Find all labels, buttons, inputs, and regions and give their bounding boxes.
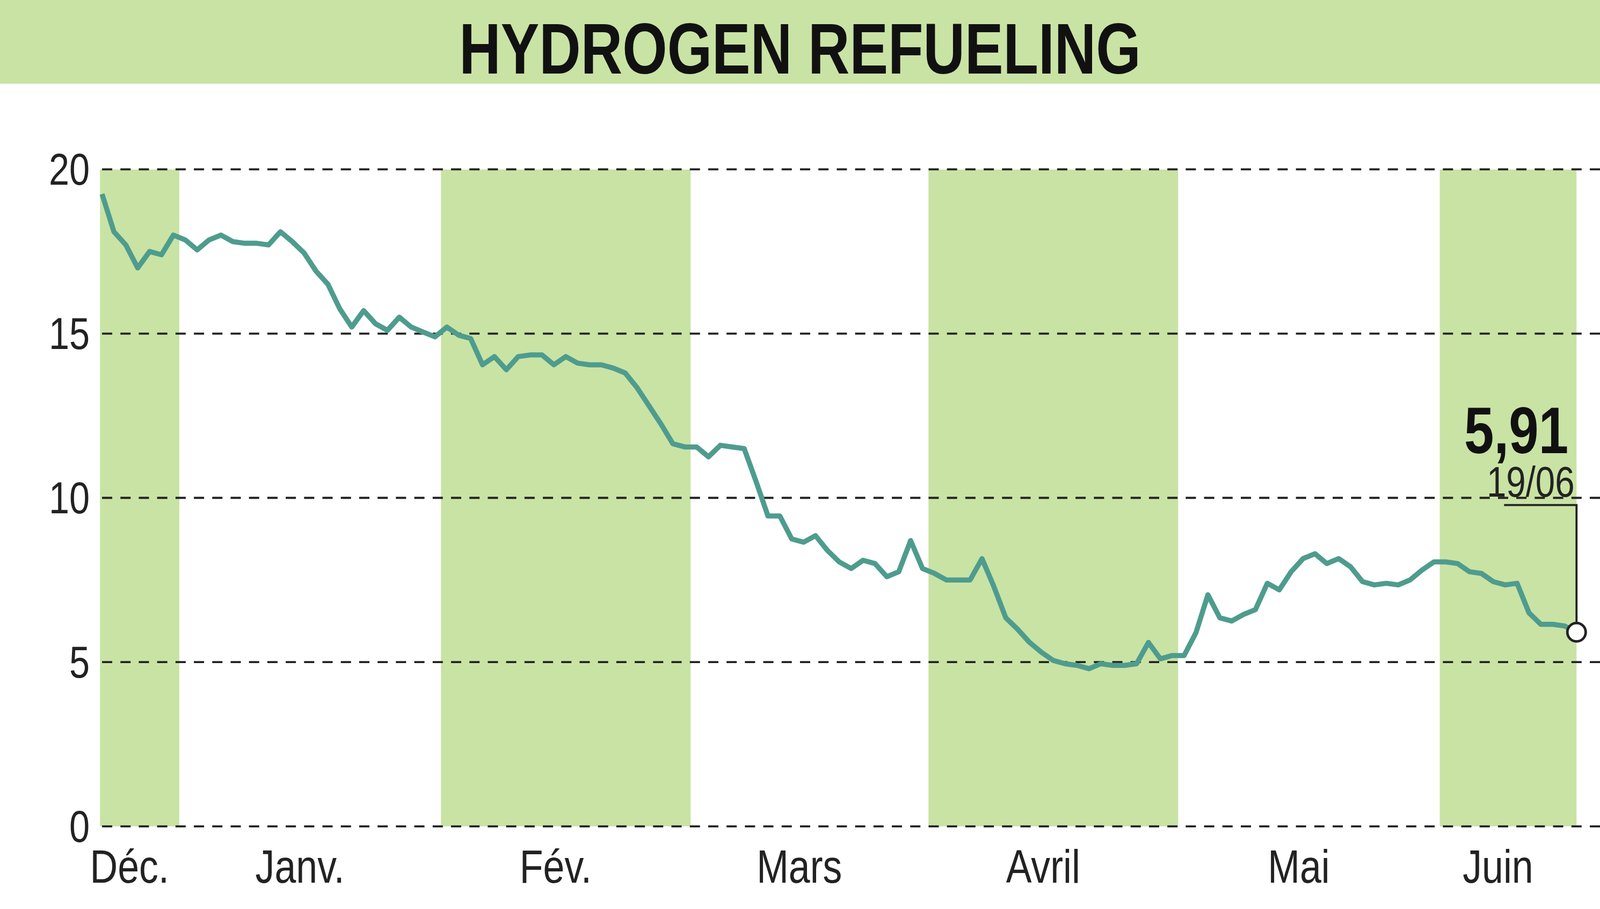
x-tick-label: Déc. xyxy=(89,840,169,893)
x-tick-label: Fév. xyxy=(519,840,592,893)
x-tick-label: Mai xyxy=(1267,840,1330,893)
grid-line xyxy=(102,660,1600,664)
chart: HYDROGEN REFUELING 0 5 10 15 20 Déc. Janv. Fév. M… xyxy=(0,0,1600,909)
x-tick-label: Mars xyxy=(756,840,842,893)
grid-line xyxy=(102,825,1600,828)
series xyxy=(102,193,1577,669)
y-tick-label: 10 xyxy=(48,472,90,523)
price-line xyxy=(102,193,1577,669)
x-tick-label: Avril xyxy=(1006,840,1081,893)
annotation-date: 19/06 xyxy=(1486,457,1575,506)
annotation-leader xyxy=(1503,505,1577,624)
grid-line xyxy=(102,496,1600,499)
y-tick-label: 0 xyxy=(69,801,90,852)
x-tick-label: Juin xyxy=(1462,840,1533,893)
grid-line xyxy=(102,168,1600,171)
month-band xyxy=(1440,169,1577,827)
grid-line xyxy=(102,332,1600,335)
y-tick-label: 15 xyxy=(48,308,90,359)
y-tick-label: 5 xyxy=(69,636,90,687)
x-tick-label: Janv. xyxy=(255,840,345,893)
annotation-value: 5,91 xyxy=(1464,393,1569,468)
last-point xyxy=(1567,622,1586,642)
title: HYDROGEN REFUELING xyxy=(459,9,1141,89)
y-tick-label: 20 xyxy=(48,143,90,194)
